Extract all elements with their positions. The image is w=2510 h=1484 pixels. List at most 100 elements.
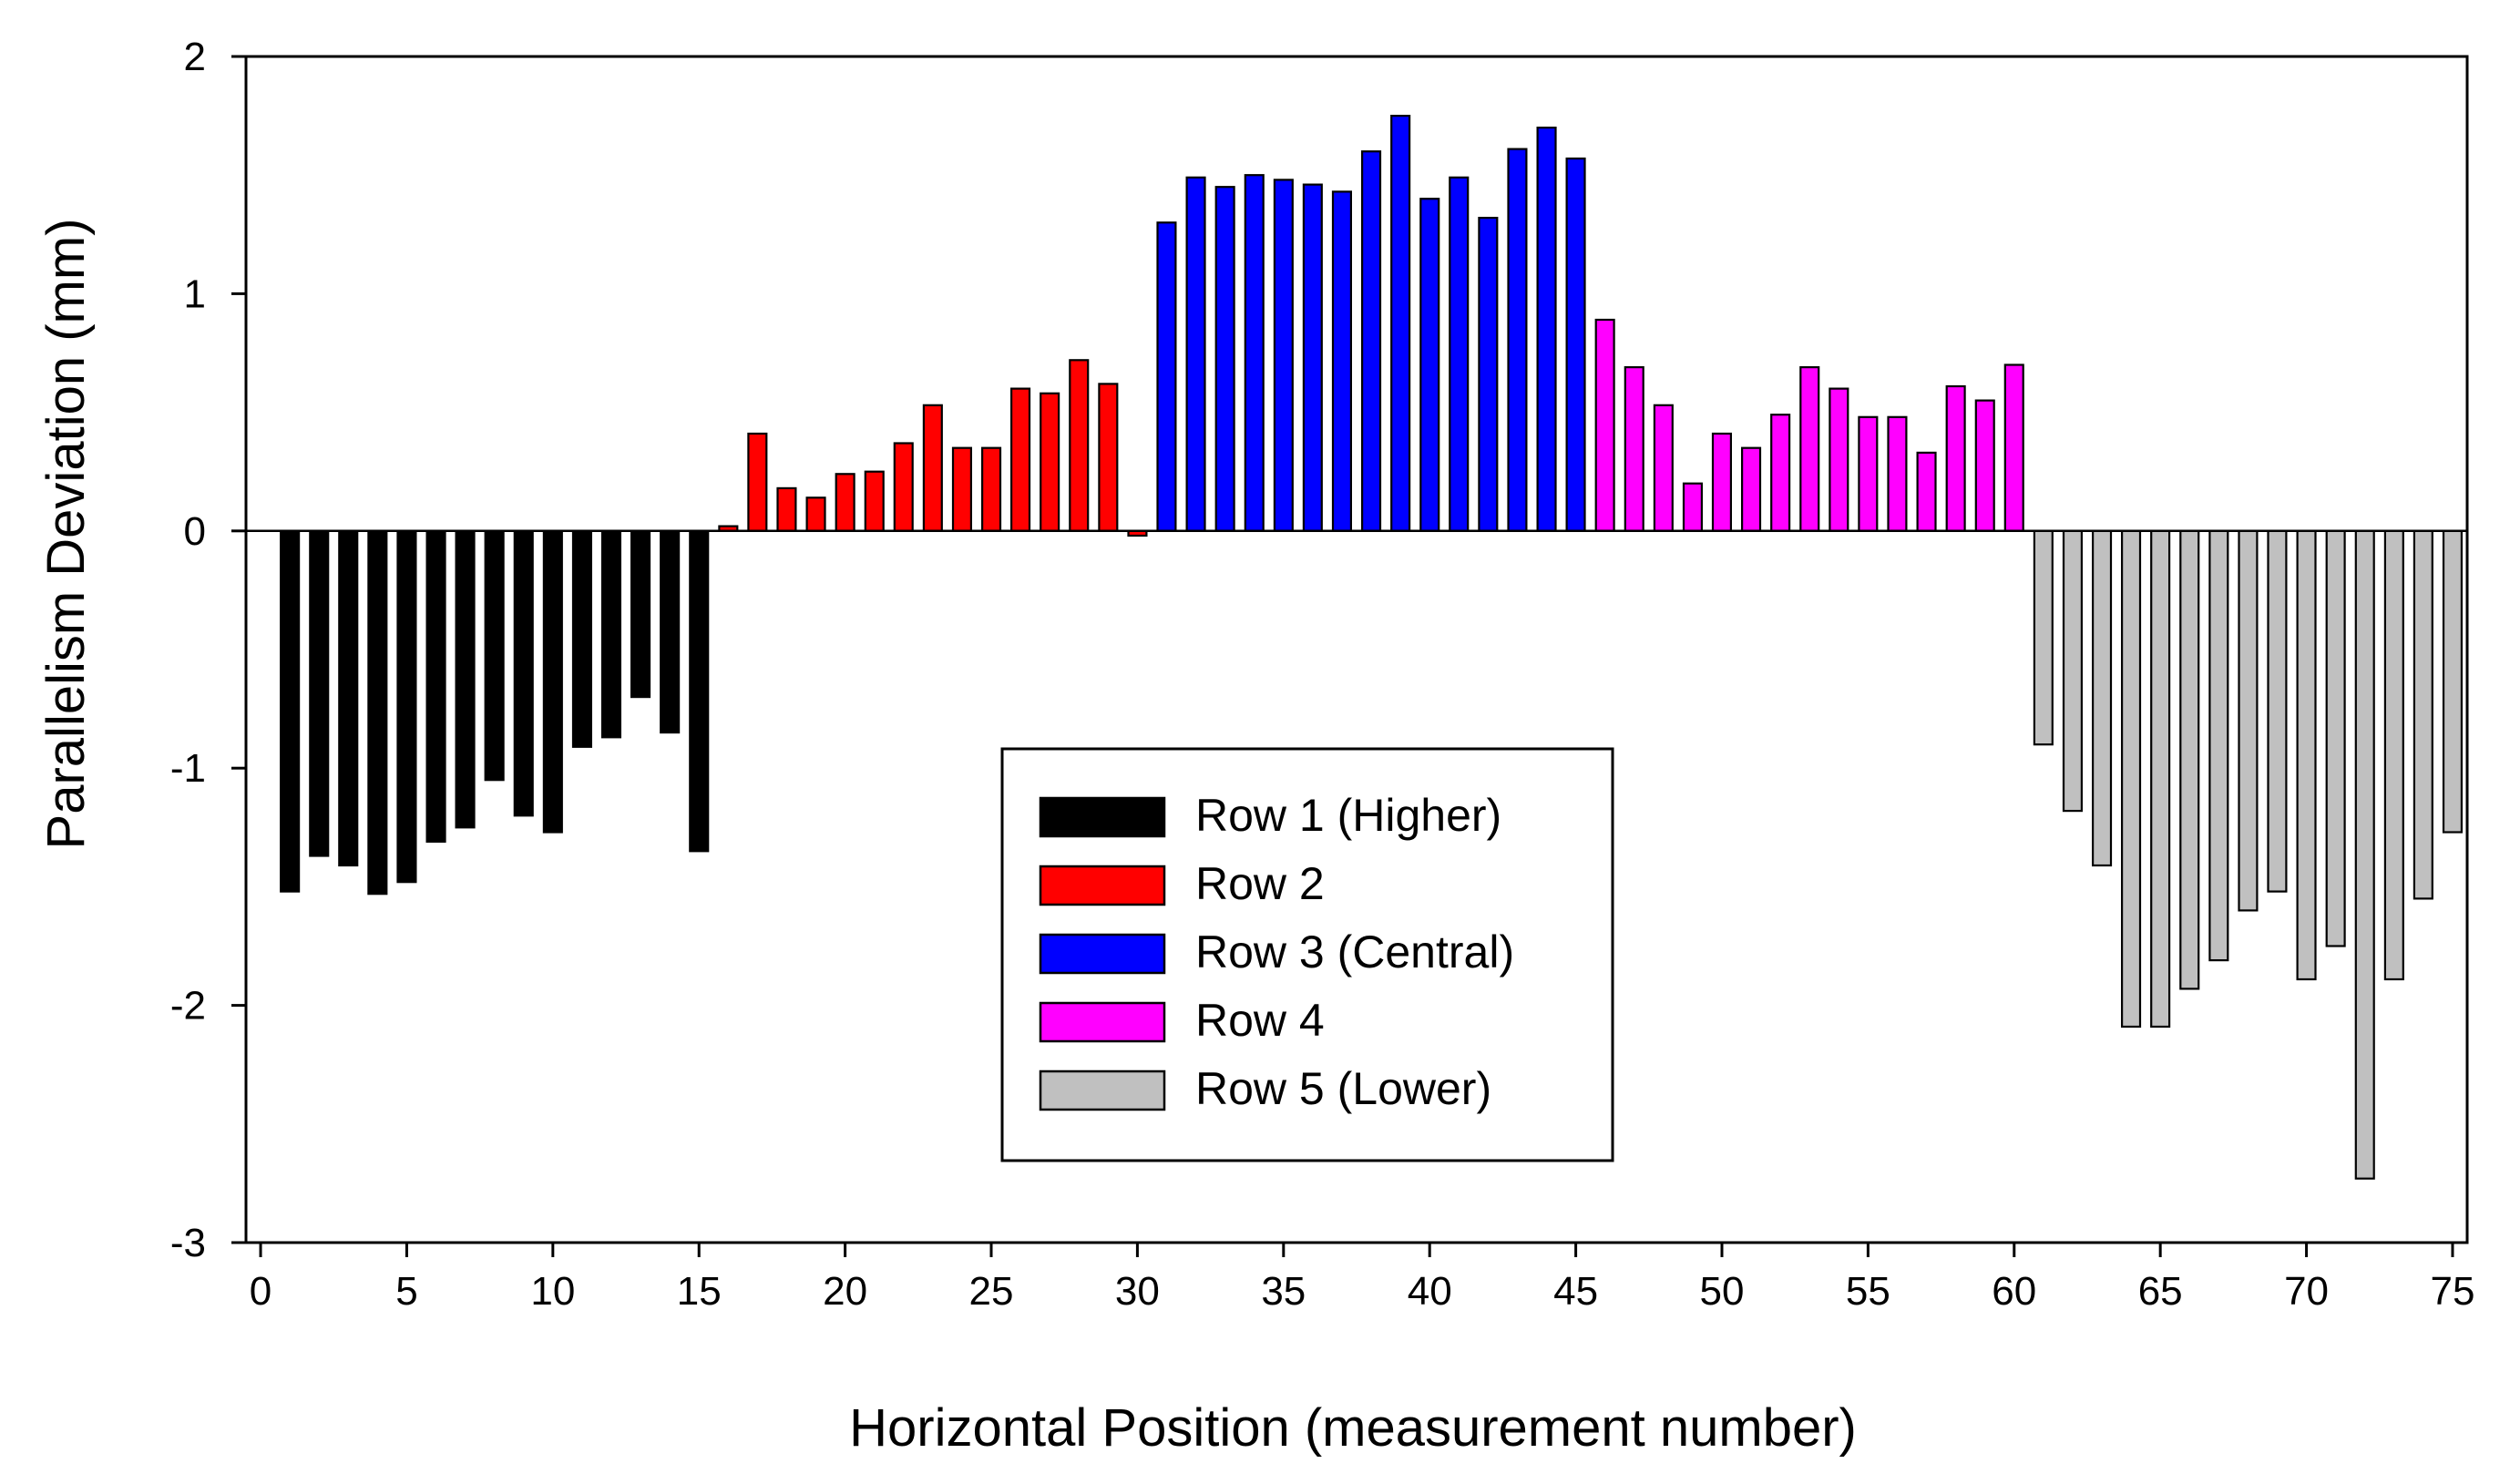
y-tick-label: 2 — [184, 35, 206, 79]
bar-s1-8 — [484, 529, 505, 782]
bar-s2-17 — [747, 432, 768, 532]
x-tick-label: 75 — [2430, 1269, 2474, 1314]
bar-s5-64 — [2121, 529, 2142, 1029]
bar-s1-12 — [600, 529, 621, 739]
bar-s5-75 — [2442, 529, 2463, 834]
legend-label-1: Row 1 (Higher) — [1195, 790, 1501, 841]
bars-layer — [246, 114, 2467, 1180]
x-tick-label: 5 — [395, 1269, 417, 1314]
bar-s3-41 — [1449, 176, 1470, 532]
bar-s4-59 — [1974, 399, 1995, 532]
plot-frame — [244, 55, 2469, 1244]
bar-s4-49 — [1682, 482, 1703, 532]
y-tick-label: -1 — [170, 746, 206, 791]
bar-s2-23 — [922, 404, 943, 532]
bar-s2-21 — [864, 470, 885, 532]
bar-s3-37 — [1331, 190, 1352, 532]
x-tick-label: 30 — [1115, 1269, 1160, 1314]
bar-s5-62 — [2062, 529, 2083, 813]
legend-swatch-3 — [1039, 933, 1166, 975]
bar-s4-57 — [1916, 451, 1937, 532]
bar-s3-44 — [1536, 127, 1557, 532]
bar-s2-22 — [893, 442, 914, 532]
bar-s4-58 — [1945, 384, 1966, 532]
bar-s1-10 — [542, 529, 563, 834]
bar-s1-3 — [338, 529, 359, 867]
bar-s3-31 — [1156, 221, 1177, 532]
legend-label-2: Row 2 — [1195, 858, 1325, 909]
bar-s1-15 — [689, 529, 710, 853]
bar-s2-26 — [1009, 387, 1031, 532]
bar-s2-29 — [1098, 383, 1119, 532]
bar-s1-4 — [367, 529, 388, 896]
bar-s2-24 — [951, 446, 972, 532]
bar-s1-7 — [455, 529, 476, 829]
legend-swatch-2 — [1039, 865, 1166, 906]
bar-s3-45 — [1565, 157, 1586, 532]
x-tick-label: 70 — [2284, 1269, 2329, 1314]
bar-s4-55 — [1858, 415, 1879, 532]
bar-s2-28 — [1069, 359, 1090, 532]
x-tick-label: 65 — [2138, 1269, 2183, 1314]
legend-label-4: Row 4 — [1195, 995, 1325, 1046]
x-tick-label: 50 — [1700, 1269, 1745, 1314]
bar-s2-18 — [776, 486, 797, 532]
bar-s5-67 — [2208, 529, 2229, 962]
bar-s3-39 — [1390, 114, 1411, 532]
bar-s4-46 — [1594, 318, 1615, 532]
bar-s4-50 — [1711, 432, 1732, 532]
bar-s3-42 — [1478, 217, 1499, 532]
bar-s4-54 — [1829, 387, 1849, 532]
bar-s5-74 — [2413, 529, 2433, 900]
bar-s4-60 — [2003, 363, 2024, 532]
x-tick-label: 55 — [1846, 1269, 1890, 1314]
bar-s1-13 — [630, 529, 651, 699]
y-tick-label: 1 — [184, 271, 206, 316]
y-tick-label: -2 — [170, 984, 206, 1029]
x-axis-title: Horizontal Position (measurement number) — [849, 1398, 1857, 1458]
bar-s2-27 — [1040, 392, 1060, 532]
legend: Row 1 (Higher) Row 2 Row 3 (Central) Row 4 R… — [1000, 747, 1614, 1162]
bar-s3-35 — [1273, 179, 1294, 532]
bar-s3-32 — [1185, 176, 1206, 532]
x-tick-label: 25 — [969, 1269, 1014, 1314]
legend-swatch-4 — [1039, 1001, 1166, 1043]
x-tick-label: 45 — [1553, 1269, 1598, 1314]
x-tick-label: 35 — [1261, 1269, 1306, 1314]
bar-s5-61 — [2033, 529, 2054, 746]
bar-s5-65 — [2150, 529, 2171, 1029]
bar-s5-70 — [2296, 529, 2317, 981]
ticks-layer: 0 5 10 15 20 25 30 35 40 45 50 55 60 65 70 75 -3 -2 -1 0 1 2 — [170, 35, 2475, 1314]
bar-s4-52 — [1770, 414, 1791, 532]
bar-s5-71 — [2325, 529, 2346, 947]
bar-s1-14 — [660, 529, 681, 734]
legend-label-5: Row 5 (Lower) — [1195, 1063, 1491, 1114]
bar-s5-72 — [2354, 529, 2375, 1180]
bar-s4-48 — [1653, 404, 1674, 532]
y-tick-label: 0 — [184, 509, 206, 554]
bar-s4-47 — [1624, 366, 1644, 532]
bar-s4-56 — [1887, 415, 1908, 532]
bar-s5-73 — [2383, 529, 2404, 981]
x-tick-label: 40 — [1408, 1269, 1452, 1314]
bar-s1-9 — [513, 529, 534, 817]
legend-swatch-1 — [1039, 796, 1166, 838]
bar-s3-40 — [1419, 198, 1440, 532]
bar-s3-38 — [1360, 150, 1382, 532]
bar-s5-66 — [2179, 529, 2200, 990]
bar-s1-2 — [309, 529, 330, 857]
bar-s2-20 — [835, 473, 855, 532]
bar-s1-6 — [425, 529, 446, 843]
bar-s3-33 — [1214, 186, 1235, 532]
legend-label-3: Row 3 (Central) — [1195, 926, 1514, 977]
y-tick-label: -3 — [170, 1221, 206, 1265]
bar-s2-25 — [980, 446, 1002, 532]
bar-s5-69 — [2267, 529, 2288, 893]
x-tick-label: 0 — [250, 1269, 271, 1314]
bar-s5-68 — [2238, 529, 2259, 912]
x-tick-label: 60 — [1992, 1269, 2036, 1314]
bar-s1-1 — [280, 529, 301, 893]
x-tick-label: 15 — [677, 1269, 722, 1314]
bar-s3-43 — [1507, 148, 1528, 532]
